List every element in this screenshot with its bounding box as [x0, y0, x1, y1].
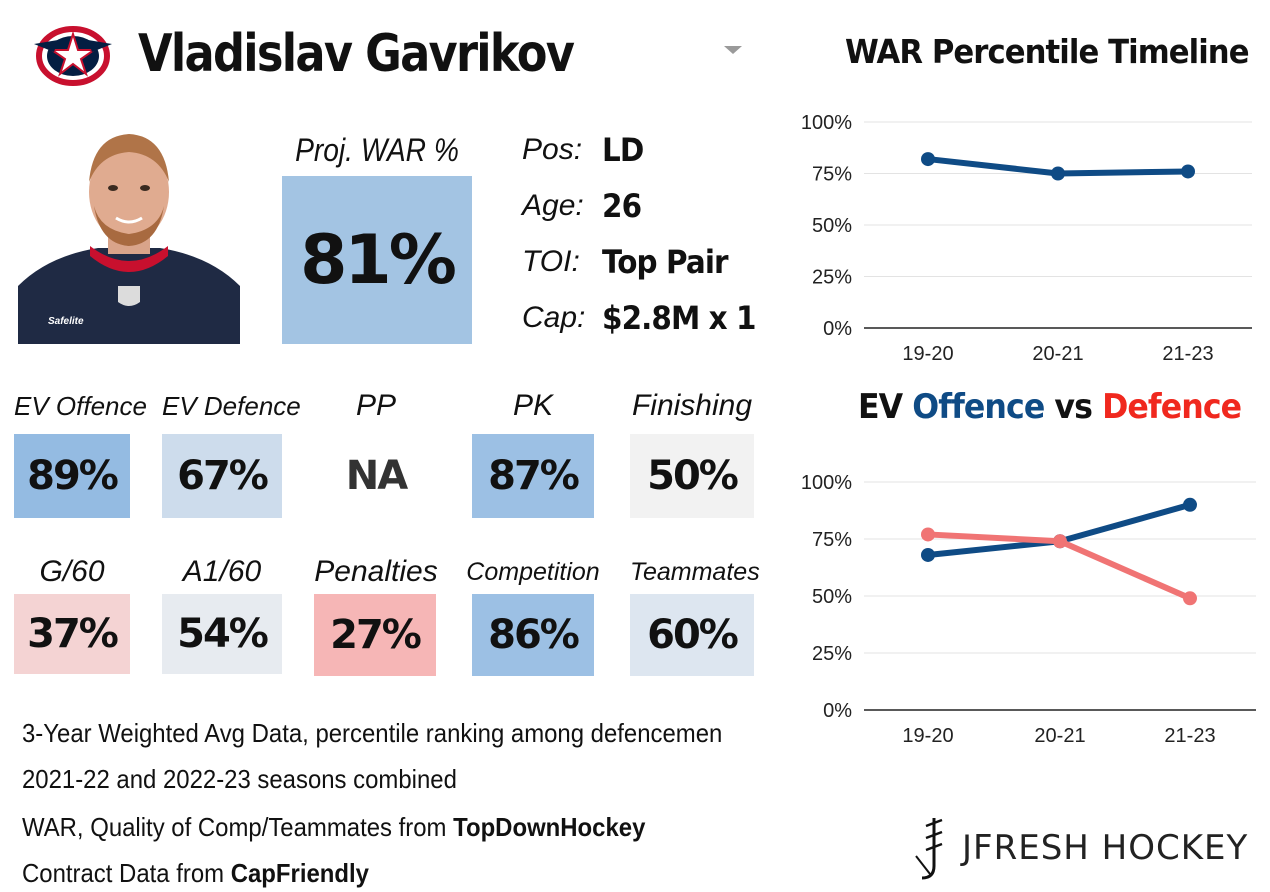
note-war-source: WAR, Quality of Comp/Teammates from TopD… [22, 812, 646, 842]
stat-label-g60: G/60 [39, 555, 105, 588]
team-logo [34, 26, 112, 86]
stat-box-g60: 37% [14, 594, 130, 674]
svg-text:Safelite: Safelite [48, 316, 84, 327]
stat-box-finishing: 50% [630, 434, 754, 518]
stat-label-competition: Competition [466, 558, 600, 586]
y-tick-label: 75% [812, 529, 852, 551]
jfresh-branding: JFRESH HOCKEY [912, 816, 1262, 882]
note-seasons: 2021-22 and 2022-23 seasons combined [22, 764, 457, 794]
y-tick-label: 25% [812, 267, 852, 289]
stat-value-ev-defence: 67% [177, 453, 269, 499]
jfresh-logo-icon [915, 818, 943, 880]
data-point [921, 547, 935, 562]
x-tick-label: 21-23 [1162, 343, 1213, 365]
stat-box-competition: 86% [472, 594, 594, 676]
data-point [1183, 591, 1197, 606]
y-tick-label: 100% [801, 112, 852, 134]
ev-title-offence: Offence [912, 387, 1045, 427]
proj-war-value: 81% [300, 220, 457, 300]
stat-box-teammates: 60% [630, 594, 754, 676]
y-tick-label: 100% [801, 472, 852, 494]
info-value-age: 26 [602, 187, 642, 225]
chevron-down-icon[interactable] [724, 46, 742, 54]
stat-label-teammates: Teammates [630, 558, 760, 586]
stat-label-pp: PP [355, 389, 397, 422]
stat-box-ev-defence: 67% [162, 434, 282, 518]
stat-value-finishing: 50% [647, 453, 739, 499]
data-point [1053, 534, 1067, 549]
data-point [921, 527, 935, 542]
stat-label-pk: PK [512, 389, 554, 422]
war-percentile-chart: 0% 25% 50% 75% 100% 19-20 20-21 21-23 [801, 112, 1252, 365]
ev-title-defence: Defence [1102, 387, 1242, 427]
info-label-cap: Cap: [522, 301, 586, 334]
ev-title-vs: vs [1044, 387, 1103, 427]
stat-box-a160: 54% [162, 594, 282, 674]
stat-label-ev-defence: EV Defence [162, 391, 301, 421]
data-point [921, 152, 935, 167]
stat-box-ev-offence: 89% [14, 434, 130, 518]
info-label-age: Age: [522, 189, 584, 222]
player-headshot: Safelite [18, 126, 240, 344]
stat-box-penalties: 27% [314, 594, 436, 676]
stat-label-finishing: Finishing [631, 389, 753, 422]
stat-value-teammates: 60% [647, 612, 739, 658]
x-tick-label: 19-20 [902, 343, 953, 365]
data-point [1051, 166, 1065, 181]
y-tick-label: 50% [812, 586, 852, 608]
jfresh-brand-text: JFRESH HOCKEY [962, 828, 1249, 868]
ev-offence-defence-chart: 0% 25% 50% 75% 100% 19-20 20-21 21-23 [801, 472, 1256, 747]
x-tick-label: 20-21 [1032, 343, 1083, 365]
stat-value-g60: 37% [27, 611, 119, 657]
info-value-cap: $2.8M x 1 [602, 299, 757, 337]
stat-label-a160: A1/60 [182, 555, 262, 588]
y-tick-label: 25% [812, 643, 852, 665]
x-tick-label: 21-23 [1164, 725, 1215, 747]
source-capfriendly: CapFriendly [230, 858, 369, 888]
stat-value-penalties: 27% [330, 612, 422, 658]
stat-value-a160: 54% [177, 611, 269, 657]
y-tick-label: 0% [823, 318, 852, 340]
stat-value-ev-offence: 89% [27, 453, 119, 499]
stat-value-pp: NA [345, 453, 408, 499]
stat-box-pk: 87% [472, 434, 594, 518]
stat-label-penalties: Penalties [314, 555, 438, 588]
proj-war-label: Proj. WAR % [295, 132, 459, 168]
data-point [1181, 164, 1195, 179]
note-data-description: 3-Year Weighted Avg Data, percentile ran… [22, 718, 723, 748]
info-value-toi: Top Pair [602, 243, 729, 281]
y-tick-label: 75% [812, 164, 852, 186]
data-point [1183, 497, 1197, 512]
x-tick-label: 19-20 [902, 725, 953, 747]
ev-title-part1: EV [858, 387, 913, 427]
y-tick-label: 50% [812, 215, 852, 237]
info-label-pos: Pos: [522, 133, 583, 166]
stat-value-pk: 87% [488, 453, 580, 499]
player-name: Vladislav Gavrikov [138, 24, 575, 84]
info-label-toi: TOI: [522, 245, 580, 278]
stat-label-ev-offence: EV Offence [14, 391, 147, 421]
y-tick-label: 0% [823, 700, 852, 722]
ev-chart-title: EV Offence vs Defence [858, 384, 1242, 430]
stat-value-competition: 86% [488, 612, 580, 658]
info-value-pos: LD [602, 131, 644, 169]
note-contract-source: Contract Data from CapFriendly [22, 858, 369, 888]
war-chart-title: WAR Percentile Timeline [845, 32, 1250, 71]
source-topdownhockey: TopDownHockey [453, 812, 646, 842]
stat-box-pp: NA [316, 434, 436, 518]
proj-war-box: 81% [282, 176, 472, 344]
x-tick-label: 20-21 [1034, 725, 1085, 747]
